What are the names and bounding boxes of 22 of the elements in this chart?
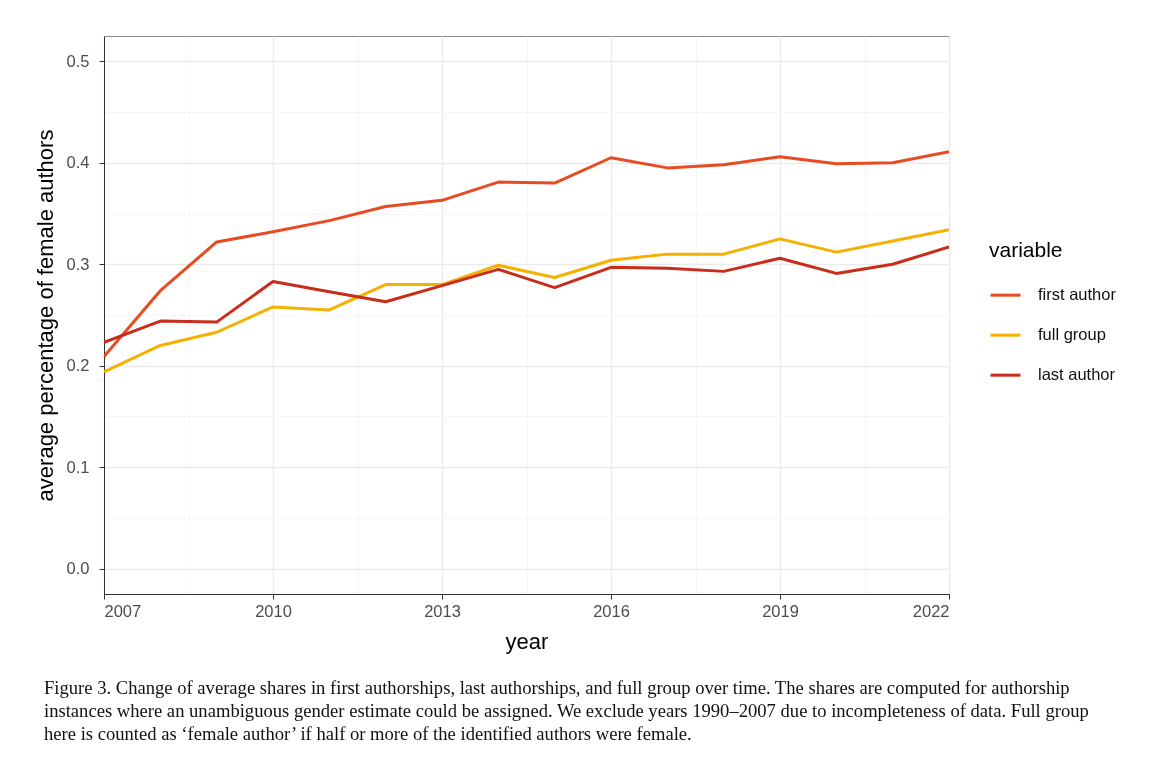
x-tick-label: 2019 — [762, 601, 799, 620]
y-tick-label: 0.5 — [66, 51, 90, 70]
y-tick-label: 0.1 — [66, 457, 90, 476]
y-axis-title: average percentage of female authors — [32, 129, 58, 502]
line-series — [104, 150, 949, 359]
y-tick-label: 0.0 — [66, 559, 90, 578]
y-tick-label: 0.2 — [66, 356, 90, 375]
line-series — [104, 228, 949, 374]
y-tick-label: 0.3 — [66, 254, 90, 273]
legend-title: variable — [989, 237, 1063, 261]
x-tick-label: 2022 — [912, 601, 950, 620]
x-tick-label: 2010 — [255, 601, 292, 620]
x-tick-label: 2007 — [104, 601, 142, 620]
x-tick-label: 2016 — [593, 601, 630, 620]
y-tick-label: 0.4 — [66, 153, 90, 172]
line-series — [104, 245, 949, 344]
x-tick-label: 2013 — [424, 601, 461, 620]
x-axis-title: year — [505, 629, 549, 654]
legend-label: first author — [1038, 285, 1117, 304]
caption: Figure 3. Change of average shares in first authorships, last authorships, and full group over time. The shares are computed for authorship instances where an unambiguous gender estimate could be assigned. We exclude years 1990–2007 due to incompleteness of data. Full group here is counted as ‘female author’ if half or more of the identified authors were female. — [44, 676, 1090, 745]
legend-label: last author — [1038, 365, 1116, 384]
legend-label: full group — [1038, 325, 1106, 344]
